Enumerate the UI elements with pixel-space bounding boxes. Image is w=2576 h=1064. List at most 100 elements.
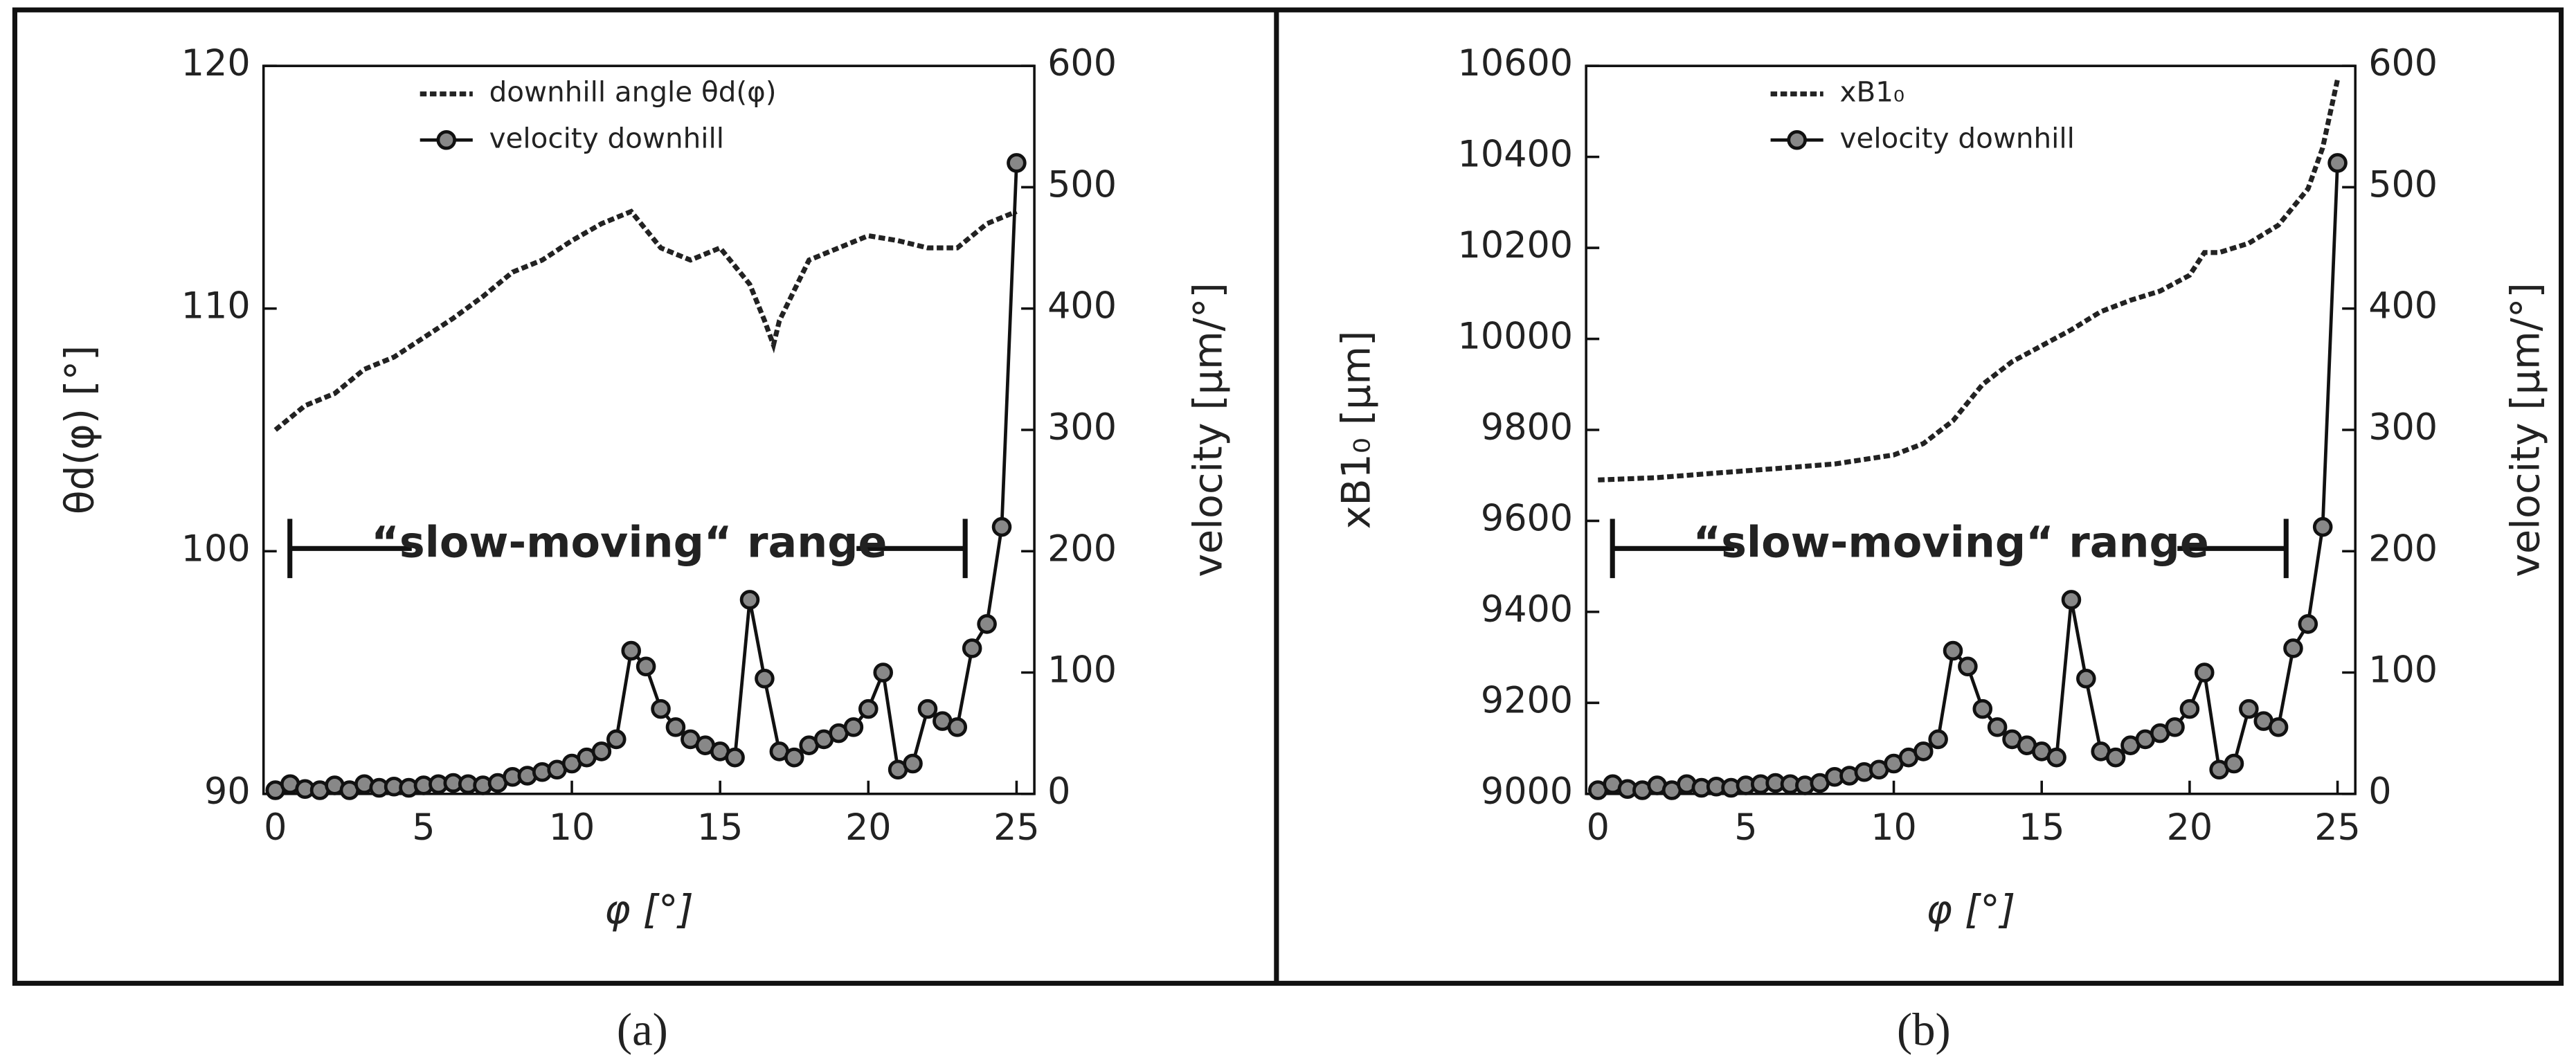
data-point bbox=[903, 753, 923, 774]
x-tick-label: 5 bbox=[1734, 806, 1757, 849]
y2-tick-label: 100 bbox=[2368, 649, 2438, 692]
data-point bbox=[1943, 640, 1963, 661]
data-point bbox=[2105, 747, 2126, 768]
data-point bbox=[2268, 717, 2289, 737]
data-point bbox=[2298, 614, 2318, 634]
data-point bbox=[1987, 717, 2008, 737]
data-point bbox=[2179, 698, 2200, 719]
legend-label: velocity downhill bbox=[489, 121, 724, 154]
y-tick-label: 9200 bbox=[1481, 679, 1573, 721]
data-point bbox=[843, 717, 864, 737]
data-point bbox=[962, 638, 982, 658]
y2-tick-label: 400 bbox=[2368, 285, 2438, 327]
data-point bbox=[2046, 747, 2066, 768]
series-line bbox=[274, 163, 1018, 793]
data-point bbox=[2239, 698, 2259, 719]
annotation: “slow-moving“ range bbox=[1693, 518, 2208, 568]
data-point bbox=[784, 747, 804, 768]
y-axis-label: θd(φ) [°] bbox=[57, 345, 103, 515]
data-point bbox=[947, 717, 968, 737]
data-point bbox=[2194, 662, 2215, 683]
y2-tick-label: 0 bbox=[1047, 770, 1070, 813]
series-line bbox=[1598, 79, 2340, 483]
y2-tick-label: 500 bbox=[2368, 163, 2438, 206]
y-tick-label: 9000 bbox=[1481, 770, 1573, 813]
data-point bbox=[2061, 590, 2082, 610]
data-point bbox=[873, 662, 893, 683]
y-tick-label: 9800 bbox=[1481, 406, 1573, 449]
data-point bbox=[917, 698, 938, 719]
data-point bbox=[2224, 753, 2244, 774]
data-point bbox=[651, 698, 671, 719]
data-point bbox=[2283, 638, 2303, 658]
panel-label: (a) bbox=[617, 1004, 668, 1055]
y-tick-label: 120 bbox=[181, 42, 251, 84]
data-point bbox=[636, 656, 656, 677]
y2-tick-label: 100 bbox=[1047, 649, 1117, 692]
y2-tick-label: 500 bbox=[1047, 163, 1117, 206]
y2-tick-label: 300 bbox=[1047, 406, 1117, 449]
y2-tick-label: 0 bbox=[2368, 770, 2391, 813]
annotation: “slow-moving“ range bbox=[371, 518, 887, 568]
legend-marker bbox=[436, 129, 457, 150]
y2-tick-label: 600 bbox=[2368, 42, 2438, 84]
data-point bbox=[1972, 698, 1993, 719]
y2-tick-label: 600 bbox=[1047, 42, 1117, 84]
y2-axis-label: velocity [µm/°] bbox=[2503, 282, 2549, 577]
x-tick-label: 10 bbox=[549, 806, 595, 849]
x-tick-label: 20 bbox=[2167, 806, 2213, 849]
series-line bbox=[273, 208, 1018, 432]
data-point bbox=[991, 516, 1012, 537]
y-tick-label: 90 bbox=[204, 770, 251, 813]
y-tick-label: 100 bbox=[181, 528, 251, 570]
panel-label: (b) bbox=[1897, 1004, 1951, 1055]
x-tick-label: 20 bbox=[845, 806, 892, 849]
data-point bbox=[591, 741, 612, 761]
data-point bbox=[2076, 669, 2096, 689]
series-line bbox=[1597, 163, 2339, 793]
plot-area bbox=[1585, 64, 2357, 795]
y-tick-label: 10600 bbox=[1458, 42, 1573, 84]
data-point bbox=[725, 747, 745, 768]
x-tick-label: 15 bbox=[697, 806, 744, 849]
data-point bbox=[858, 698, 879, 719]
data-point bbox=[665, 717, 686, 737]
data-point bbox=[1928, 729, 1948, 750]
y-tick-label: 10400 bbox=[1458, 134, 1573, 176]
y2-tick-label: 200 bbox=[2368, 528, 2438, 570]
x-tick-label: 10 bbox=[1871, 806, 1917, 849]
x-tick-label: 15 bbox=[2019, 806, 2065, 849]
x-tick-label: 5 bbox=[412, 806, 435, 849]
y-tick-label: 10200 bbox=[1458, 224, 1573, 267]
legend-label: downhill angle θd(φ) bbox=[489, 75, 777, 109]
plot-area bbox=[262, 64, 1036, 795]
legend-label: xB1₀ bbox=[1840, 75, 1905, 109]
data-point bbox=[1958, 656, 1978, 677]
data-point bbox=[621, 640, 641, 661]
y2-tick-label: 400 bbox=[1047, 285, 1117, 327]
x-tick-label: 25 bbox=[2314, 806, 2361, 849]
y-tick-label: 110 bbox=[181, 285, 251, 327]
data-point bbox=[1913, 741, 1934, 761]
frame bbox=[12, 7, 2564, 986]
data-point bbox=[739, 590, 760, 610]
legend-label: velocity downhill bbox=[1840, 121, 2075, 154]
y2-tick-label: 200 bbox=[1047, 528, 1117, 570]
y-axis-label: xB1₀ [µm] bbox=[1333, 331, 1379, 530]
x-tick-label: 25 bbox=[993, 806, 1040, 849]
y2-axis-label: velocity [µm/°] bbox=[1185, 282, 1231, 577]
data-point bbox=[2165, 717, 2185, 737]
data-point bbox=[1007, 153, 1027, 173]
y-tick-label: 9400 bbox=[1481, 588, 1573, 631]
y2-tick-label: 300 bbox=[2368, 406, 2438, 449]
data-point bbox=[2312, 516, 2333, 537]
data-point bbox=[2327, 153, 2348, 173]
data-point bbox=[755, 669, 775, 689]
x-axis-label: φ [°] bbox=[1926, 887, 2015, 933]
data-point bbox=[606, 729, 627, 750]
x-axis-label: φ [°] bbox=[604, 887, 694, 933]
legend-marker bbox=[1787, 129, 1807, 150]
x-tick-label: 0 bbox=[264, 806, 287, 849]
y-tick-label: 10000 bbox=[1458, 316, 1573, 358]
